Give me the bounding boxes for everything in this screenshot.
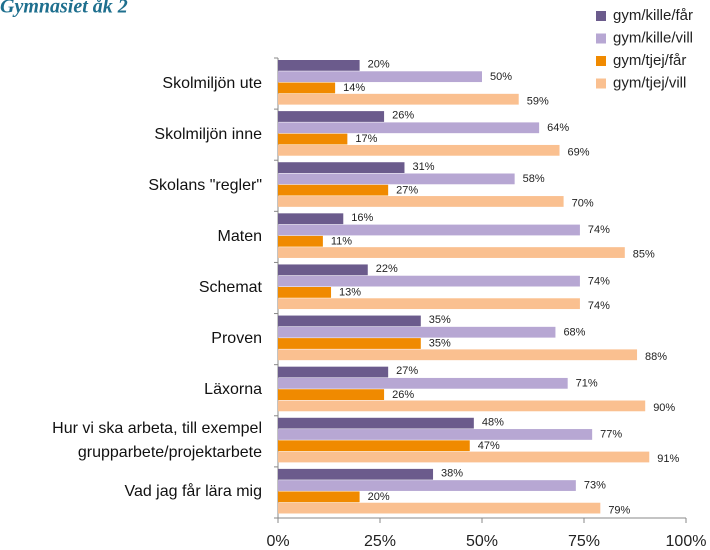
- category-label: Schemat: [198, 278, 262, 296]
- x-tick-label: 0%: [266, 533, 289, 550]
- bar: [278, 480, 576, 491]
- legend-swatch: [596, 78, 606, 89]
- data-label: 50%: [490, 71, 512, 83]
- category-label: Skolmiljön inne: [154, 125, 262, 143]
- bar: [278, 400, 646, 412]
- legend-label: gym/tjej/vill: [613, 74, 686, 91]
- bar: [278, 82, 336, 94]
- data-label: 26%: [392, 389, 414, 401]
- category-label: Skolans "regler": [148, 176, 262, 194]
- data-label: 79%: [608, 504, 630, 516]
- bar: [278, 122, 540, 134]
- bar: [278, 173, 515, 185]
- data-label: 73%: [584, 480, 606, 492]
- legend-swatch: [596, 11, 606, 21]
- x-tick-label: 75%: [568, 533, 600, 550]
- data-label: 14%: [343, 82, 365, 94]
- x-tick-label: 25%: [364, 533, 396, 550]
- bar: [278, 349, 638, 361]
- legend-swatch: [596, 56, 606, 66]
- bar: [278, 429, 593, 440]
- data-label: 91%: [657, 453, 679, 465]
- data-label: 27%: [396, 365, 418, 377]
- data-label: 74%: [588, 224, 610, 236]
- data-label: 16%: [351, 212, 373, 224]
- bar: [278, 287, 332, 298]
- bar: [278, 468, 434, 480]
- bar: [278, 326, 556, 338]
- bar: [278, 224, 580, 236]
- legend-label: gym/tjej/får: [613, 52, 686, 69]
- data-label: 88%: [645, 351, 667, 363]
- data-label: 38%: [441, 467, 463, 479]
- bar: [278, 338, 421, 349]
- bar: [278, 377, 568, 389]
- chart-title: Gymnasiet åk 2: [0, 0, 128, 18]
- bar: [278, 275, 580, 287]
- bar: [278, 366, 389, 378]
- data-label: 77%: [600, 429, 622, 441]
- bar: [278, 440, 470, 452]
- data-label: 26%: [392, 110, 414, 122]
- bar: [278, 235, 323, 247]
- bar: [278, 315, 421, 327]
- data-label: 35%: [429, 314, 451, 326]
- legend-label: gym/kille/vill: [613, 29, 693, 46]
- category-label: Hur vi ska arbeta, till exempel grupparb…: [52, 420, 262, 462]
- data-label: 69%: [568, 146, 590, 158]
- data-label: 48%: [482, 416, 504, 428]
- x-tick-label: 100%: [666, 533, 707, 550]
- data-label: 31%: [412, 161, 434, 173]
- data-label: 17%: [355, 133, 377, 145]
- bar: [278, 60, 360, 71]
- data-label: 27%: [396, 184, 418, 196]
- category-label: Vad jag får lära mig: [124, 483, 262, 501]
- bar: [278, 451, 650, 463]
- data-label: 58%: [523, 173, 545, 185]
- bar: [278, 247, 625, 258]
- data-label: 47%: [478, 440, 500, 452]
- category-label: Läxorna: [204, 381, 262, 399]
- bar: [278, 389, 385, 400]
- data-label: 90%: [653, 402, 675, 414]
- x-tick-label: 50%: [466, 533, 498, 550]
- data-label: 20%: [368, 59, 390, 71]
- bar: [278, 502, 601, 514]
- category-label: Proven: [211, 330, 262, 348]
- bar: [278, 71, 482, 83]
- bar: [278, 213, 344, 225]
- bar: [278, 144, 560, 156]
- bar: [278, 417, 474, 429]
- bar: [278, 196, 564, 207]
- data-label: 11%: [331, 235, 352, 247]
- category-label: Maten: [217, 227, 262, 245]
- bar: [278, 93, 519, 105]
- data-label: 71%: [576, 377, 598, 389]
- data-label: 59%: [527, 95, 549, 107]
- data-label: 68%: [563, 326, 585, 338]
- data-label: 74%: [588, 300, 610, 312]
- bar: [278, 133, 348, 145]
- bar: [278, 491, 360, 503]
- bar: [278, 264, 368, 276]
- category-label: Skolmiljön ute: [162, 74, 262, 92]
- bar: [278, 162, 405, 173]
- data-label: 74%: [588, 275, 610, 287]
- data-label: 85%: [633, 249, 655, 261]
- bar: [278, 184, 389, 196]
- legend-swatch: [596, 33, 606, 44]
- bar: [278, 298, 580, 310]
- data-label: 22%: [376, 263, 398, 275]
- legend-label: gym/kille/får: [613, 7, 693, 24]
- data-label: 35%: [429, 338, 451, 350]
- data-label: 13%: [339, 287, 361, 299]
- data-label: 70%: [572, 198, 594, 210]
- data-label: 64%: [547, 122, 569, 134]
- bar: [278, 111, 385, 122]
- data-label: 20%: [368, 491, 390, 503]
